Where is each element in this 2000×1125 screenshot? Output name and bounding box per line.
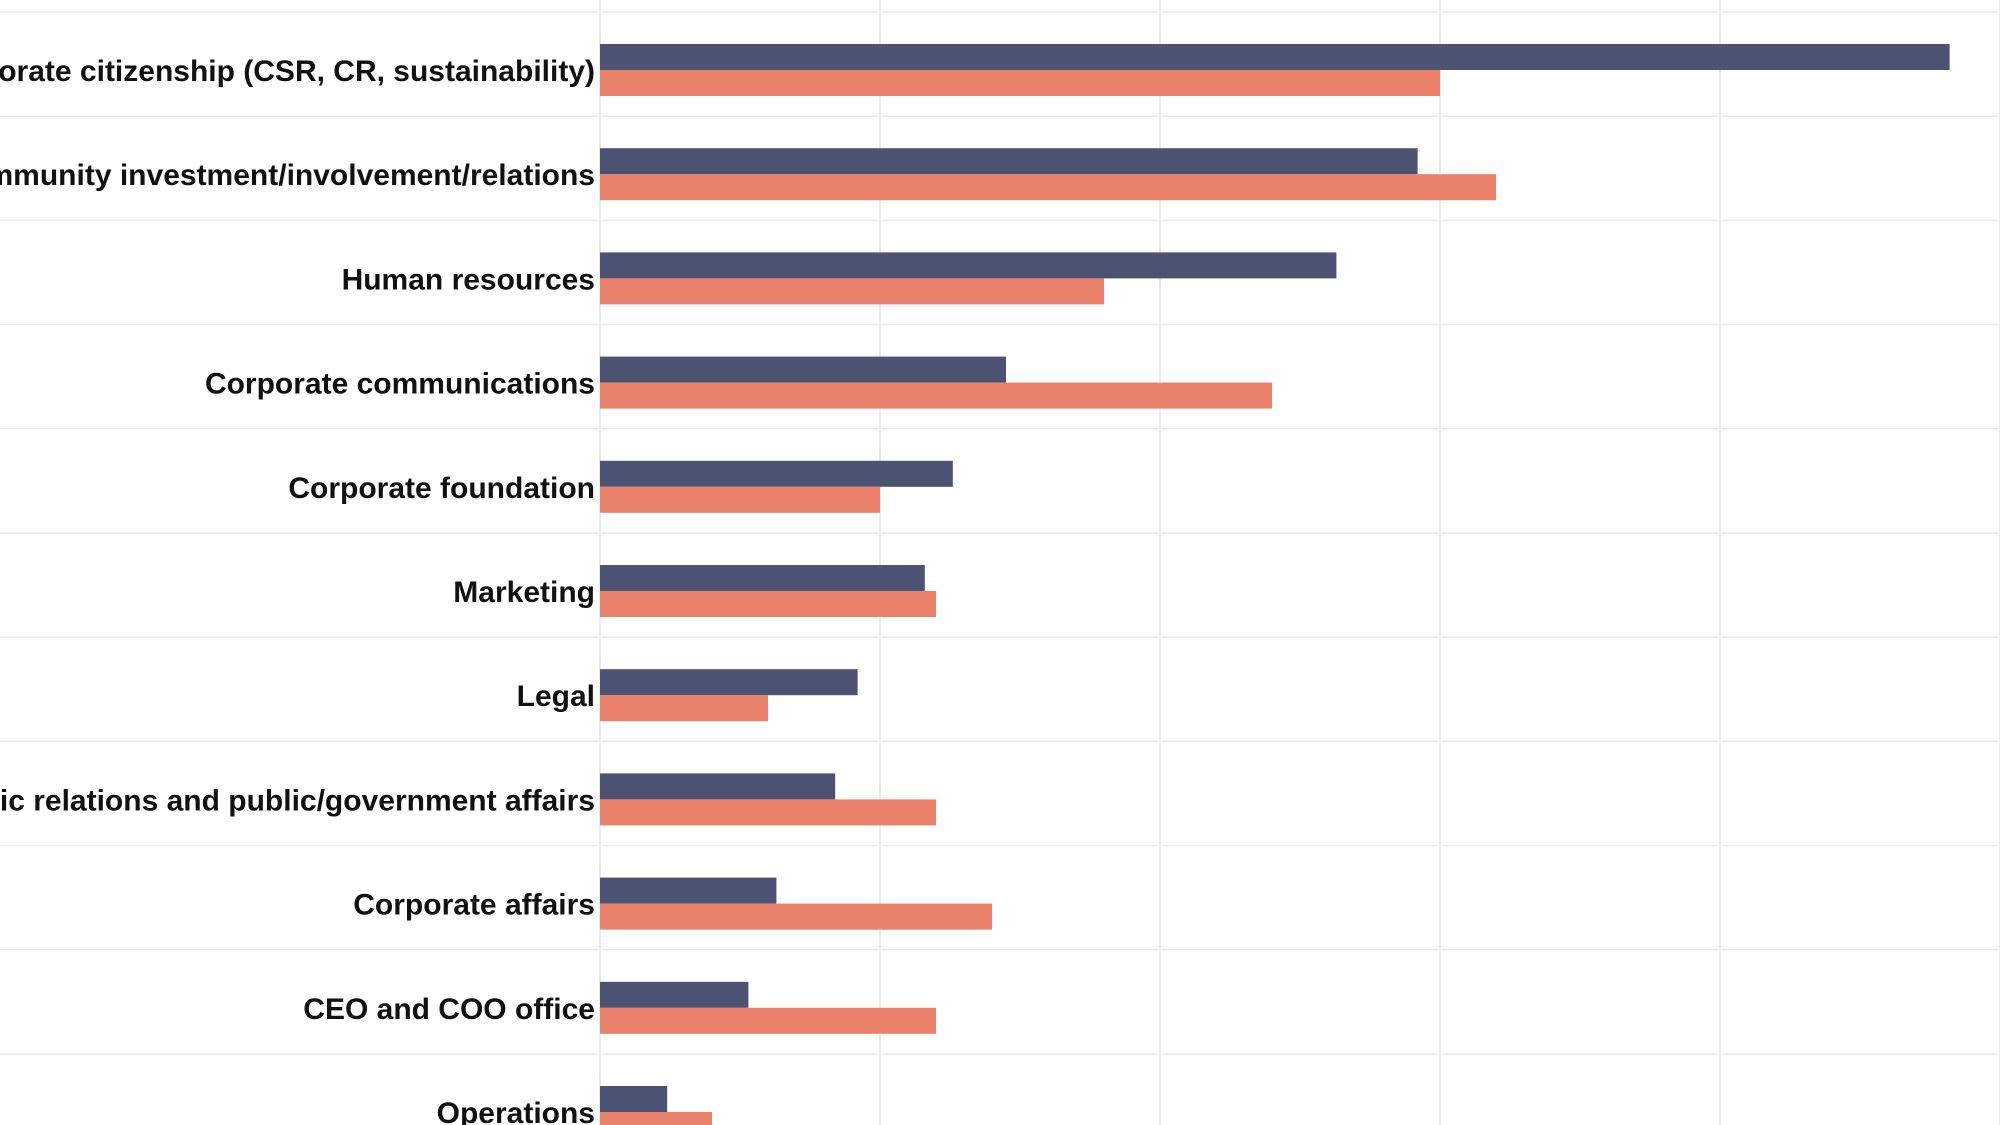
category-label: Public relations and public/government a… [0, 784, 595, 817]
label-layer: Corporate citizenship (CSR, CR, sustaina… [0, 55, 595, 1125]
category-label: Corporate affairs [353, 889, 595, 922]
category-label: CEO and COO office [303, 993, 595, 1026]
bar-series-1 [600, 252, 1337, 279]
bar-series-2 [600, 1112, 712, 1125]
bar-series-1 [600, 877, 777, 904]
bar-series-1 [600, 1086, 668, 1112]
bar-series-1 [600, 148, 1418, 175]
category-label: Corporate communications [205, 368, 595, 401]
bar-series-2 [600, 174, 1496, 201]
bar-series-2 [600, 70, 1440, 96]
bar-layer [600, 44, 1950, 1125]
bar-series-1 [600, 460, 953, 487]
bar-series-2 [600, 591, 936, 617]
bar-series-2 [600, 382, 1272, 409]
bar-series-1 [600, 981, 749, 1008]
category-label: Community investment/involvement/relatio… [0, 159, 595, 192]
bar-series-2 [600, 278, 1104, 305]
category-label: Corporate citizenship (CSR, CR, sustaina… [0, 55, 595, 88]
bar-series-1 [600, 669, 858, 696]
category-label: Legal [517, 680, 595, 713]
bar-series-2 [600, 486, 880, 513]
bar-series-1 [600, 565, 925, 591]
category-label: Operations [437, 1097, 595, 1125]
bar-series-2 [600, 903, 992, 930]
category-label: Corporate foundation [288, 472, 595, 505]
bar-series-1 [600, 356, 1006, 383]
category-label: Marketing [453, 576, 595, 609]
bar-series-2 [600, 1007, 936, 1034]
category-label: Human resources [342, 263, 595, 296]
bar-series-1 [600, 44, 1950, 70]
bar-series-2 [600, 695, 768, 722]
bar-series-1 [600, 773, 836, 800]
bar-series-2 [600, 799, 936, 826]
